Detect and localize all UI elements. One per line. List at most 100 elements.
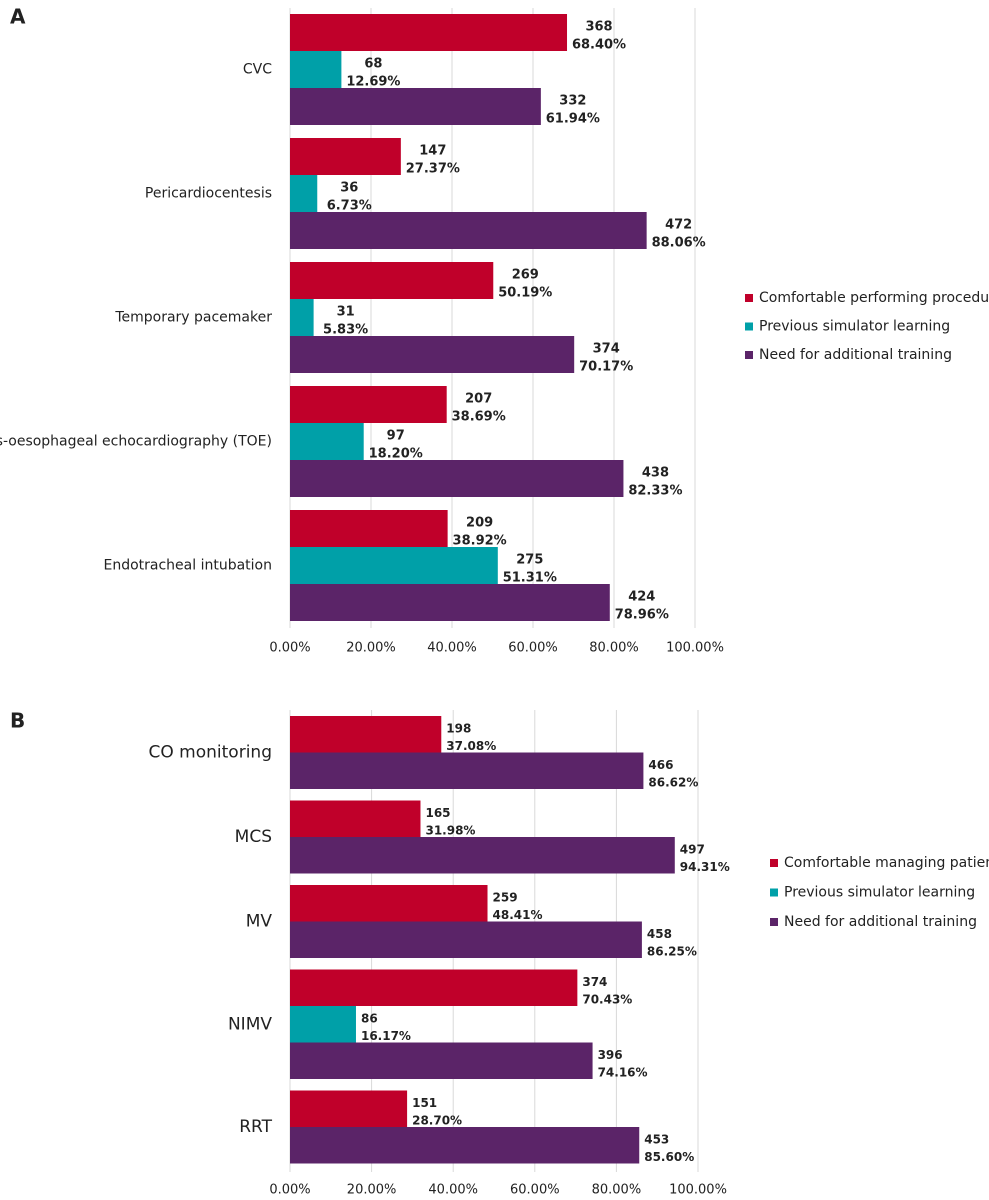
legend-label: Comfortable performing procedure [759, 290, 989, 306]
value-label: 37.08% [446, 739, 496, 753]
value-label: 38.92% [453, 533, 507, 548]
bar [290, 1042, 593, 1079]
bar [290, 885, 488, 922]
legend-swatch [770, 888, 778, 897]
legend-swatch [745, 294, 753, 302]
category-label: RRT [239, 1117, 272, 1137]
count-label: 368 [585, 20, 612, 35]
value-label: 31.98% [425, 823, 475, 837]
count-label: 438 [642, 466, 669, 481]
value-label: 85.60% [644, 1150, 694, 1164]
bar [290, 14, 568, 51]
value-label: 28.70% [412, 1113, 462, 1127]
value-label: 27.37% [406, 161, 460, 176]
value-label: 61.94% [546, 111, 600, 126]
value-label: 82.33% [628, 483, 682, 498]
panel-label: A [10, 5, 26, 29]
count-label: 458 [647, 927, 672, 941]
legend-swatch [745, 351, 753, 359]
count-label: 31 [337, 305, 355, 320]
count-label: 275 [516, 553, 543, 568]
bar [290, 752, 644, 789]
bar [290, 1090, 408, 1127]
bar [290, 88, 541, 125]
value-label: 86.62% [648, 775, 698, 789]
bar [290, 921, 642, 958]
x-tick-label: 60.00% [510, 1183, 560, 1198]
count-label: 374 [582, 975, 607, 989]
count-label: 207 [465, 392, 492, 407]
bar [290, 1127, 640, 1164]
count-label: 332 [559, 94, 586, 109]
category-label: CVC [243, 62, 272, 78]
legend-label: Previous simulator learning [784, 885, 975, 901]
bar [290, 510, 448, 547]
count-label: 497 [680, 842, 705, 856]
x-tick-label: 100.00% [669, 1183, 727, 1198]
x-tick-label: 100.00% [666, 641, 724, 656]
legend-swatch [770, 918, 778, 926]
bar [290, 138, 401, 175]
value-label: 88.06% [652, 235, 706, 250]
legend-label: Need for additional training [759, 347, 952, 363]
bar [290, 460, 624, 497]
count-label: 68 [364, 57, 382, 72]
category-label: Pericardiocentesis [145, 186, 272, 202]
count-label: 198 [446, 721, 471, 735]
category-label: NIMV [228, 1014, 272, 1034]
x-tick-label: 80.00% [589, 641, 639, 656]
value-label: 94.31% [680, 860, 730, 874]
count-label: 453 [644, 1132, 669, 1146]
legend-label: Need for additional training [784, 914, 977, 930]
bar [290, 584, 610, 621]
count-label: 472 [665, 218, 692, 233]
bar [290, 716, 442, 753]
bar [290, 423, 364, 460]
legend-swatch [745, 322, 753, 331]
value-label: 48.41% [493, 908, 543, 922]
x-tick-label: 20.00% [347, 1183, 397, 1198]
bar [290, 336, 575, 373]
count-label: 36 [340, 181, 358, 196]
x-tick-label: 40.00% [427, 641, 477, 656]
bar [290, 386, 447, 423]
count-label: 466 [648, 758, 673, 772]
count-label: 86 [361, 1011, 378, 1025]
bar [290, 837, 675, 874]
count-label: 97 [387, 429, 405, 444]
bar [290, 212, 647, 249]
bar [290, 299, 314, 336]
count-label: 374 [593, 342, 620, 357]
value-label: 50.19% [498, 285, 552, 300]
value-label: 70.17% [579, 359, 633, 374]
count-label: 151 [412, 1096, 437, 1110]
value-label: 70.43% [582, 992, 632, 1006]
count-label: 396 [598, 1048, 623, 1062]
value-label: 78.96% [615, 607, 669, 622]
value-label: 12.69% [346, 74, 400, 89]
x-tick-label: 40.00% [428, 1183, 478, 1198]
bar [290, 1006, 356, 1043]
count-label: 424 [628, 590, 655, 605]
legend-swatch [770, 859, 778, 867]
value-label: 18.20% [369, 446, 423, 461]
legend-label: Previous simulator learning [759, 319, 950, 335]
x-tick-label: 80.00% [592, 1183, 642, 1198]
value-label: 5.83% [323, 322, 368, 337]
category-label: CO monitoring [149, 743, 272, 763]
count-label: 259 [493, 890, 518, 904]
value-label: 68.40% [572, 37, 626, 52]
category-label: Temporary pacemaker [114, 310, 272, 326]
legend-label: Comfortable managing patients [784, 855, 989, 871]
bar [290, 969, 578, 1006]
value-label: 74.16% [598, 1065, 648, 1079]
value-label: 38.69% [452, 409, 506, 424]
value-label: 51.31% [503, 570, 557, 585]
bar [290, 262, 494, 299]
bar [290, 51, 342, 88]
x-tick-label: 0.00% [269, 1183, 310, 1198]
category-label: MV [246, 912, 273, 932]
bar [290, 800, 421, 837]
panel-label: B [10, 709, 25, 733]
